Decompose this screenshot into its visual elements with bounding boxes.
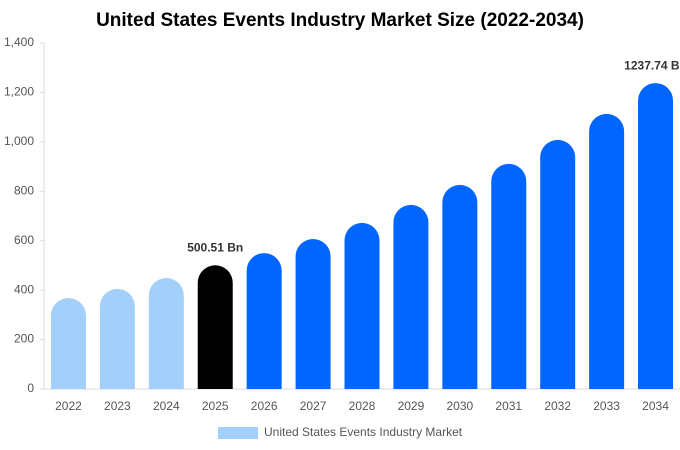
- x-tick-label: 2034: [642, 399, 669, 413]
- x-tick-label: 2030: [446, 399, 473, 413]
- bar: [393, 204, 429, 389]
- x-tick-label: 2022: [55, 399, 82, 413]
- x-tick-label: 2032: [544, 399, 571, 413]
- x-tick-label: 2025: [202, 399, 229, 413]
- legend-label: United States Events Industry Market: [264, 425, 463, 439]
- y-tick-label: 0: [27, 381, 34, 395]
- x-tick-label: 2031: [495, 399, 522, 413]
- bar: [540, 139, 576, 389]
- bar: [344, 222, 380, 389]
- bar: [197, 265, 233, 389]
- x-tick-label: 2028: [349, 399, 376, 413]
- x-tick-label: 2026: [251, 399, 278, 413]
- bar: [638, 83, 674, 389]
- x-tick-label: 2023: [104, 399, 131, 413]
- x-tick-label: 2033: [593, 399, 620, 413]
- y-tick-label: 1,000: [4, 134, 34, 148]
- bar: [491, 163, 527, 389]
- bar: [442, 184, 478, 389]
- y-tick-label: 400: [14, 282, 34, 296]
- bar: [295, 238, 331, 389]
- y-tick-label: 800: [14, 183, 34, 197]
- bar: [589, 113, 625, 389]
- bar: [50, 298, 86, 389]
- y-tick-label: 1,400: [4, 35, 34, 49]
- chart-title: United States Events Industry Market Siz…: [96, 10, 584, 31]
- x-tick-label: 2029: [398, 399, 425, 413]
- bar: [99, 288, 135, 389]
- y-tick-label: 200: [14, 332, 34, 346]
- bar: [246, 253, 282, 389]
- y-tick-label: 1,200: [4, 85, 34, 99]
- bar: [148, 278, 184, 389]
- data-label: 500.51 Bn: [187, 240, 243, 254]
- x-tick-label: 2027: [300, 399, 327, 413]
- y-tick-label: 600: [14, 233, 34, 247]
- legend-swatch: [218, 427, 258, 439]
- data-label: 1237.74 Bn: [624, 58, 680, 72]
- x-tick-label: 2024: [153, 399, 180, 413]
